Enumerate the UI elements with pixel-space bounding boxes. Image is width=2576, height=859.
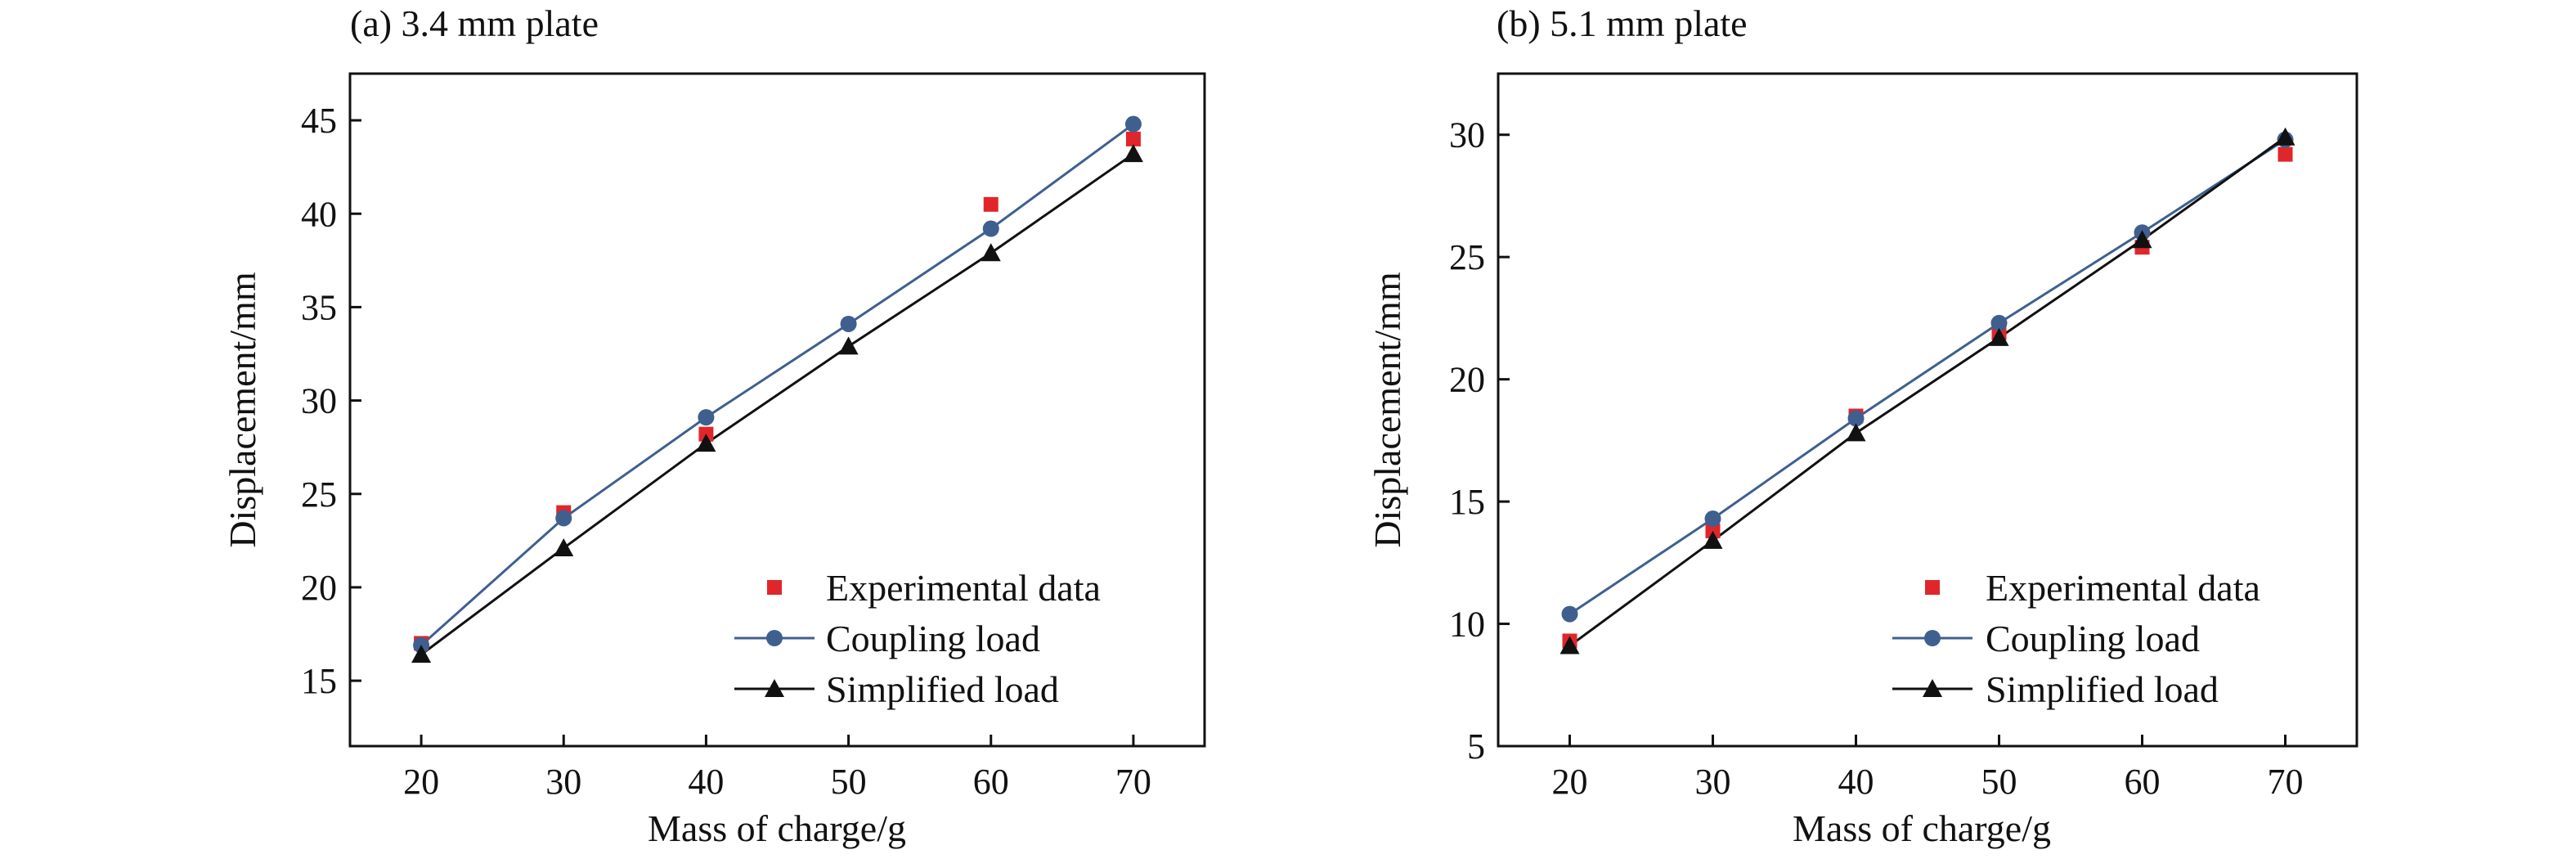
panel-a-coupling-point — [698, 409, 715, 426]
panel-b-xlabel: Mass of charge/g — [1793, 807, 2051, 849]
x-tick-label: 20 — [1552, 762, 1588, 802]
y-tick-label: 15 — [301, 661, 337, 701]
panel-a-simplified-line — [420, 152, 1134, 656]
y-tick-label: 30 — [1449, 115, 1485, 155]
panel-a-coupling-point — [840, 315, 857, 332]
panel-a-plot-frame — [348, 72, 1206, 748]
panel-b-simplified-point — [1703, 530, 1723, 549]
y-tick-label: 25 — [1449, 237, 1485, 277]
legend-a-simplified-marker — [765, 679, 784, 697]
panel-b-simplified-point — [2275, 127, 2296, 146]
panel-a-marks — [411, 115, 1143, 663]
panel-b-coupling-point — [1847, 410, 1865, 427]
panel-b-simplified-point — [1560, 636, 1580, 654]
panel-a-coupling-point — [555, 510, 572, 527]
x-tick-label: 40 — [688, 762, 724, 802]
panel-a-simplified-point — [1123, 144, 1143, 163]
panel-a-coupling-point — [982, 220, 999, 237]
panel-a-legend: Experimental data Coupling load Simplifi… — [734, 567, 1101, 710]
x-tick-label: 50 — [831, 762, 867, 802]
x-tick-label: 30 — [1695, 762, 1731, 802]
panel-a-experimental-point — [983, 196, 999, 212]
x-tick-label: 20 — [403, 762, 439, 802]
panel-b-title: (b) 5.1 mm plate — [1497, 2, 1748, 44]
panel-b-plot-frame — [1497, 72, 2358, 748]
x-tick-label: 30 — [545, 762, 581, 802]
y-tick-label: 45 — [301, 101, 337, 141]
panel-a-ticks: 20 30 40 50 60 70 15 20 25 30 35 40 45 — [301, 101, 1151, 802]
panel-a-simplified-point — [696, 434, 716, 452]
panel-a-experimental-point — [1125, 131, 1141, 146]
x-tick-label: 50 — [1981, 762, 2017, 802]
y-tick-label: 15 — [1449, 482, 1485, 522]
panel-a-coupling-line — [420, 123, 1134, 646]
x-tick-label: 70 — [1115, 762, 1151, 802]
panel-b-ticks: 20 30 40 50 60 70 5 10 15 20 25 30 — [1449, 115, 2304, 802]
y-tick-label: 25 — [301, 474, 337, 515]
x-tick-label: 60 — [2125, 762, 2161, 802]
panel-a-simplified-point — [981, 243, 1001, 262]
x-tick-label: 60 — [973, 762, 1009, 802]
x-tick-label: 40 — [1838, 762, 1874, 802]
panel-b-coupling-point — [1704, 510, 1721, 528]
legend-b-simplified-label: Simplified load — [1986, 668, 2219, 710]
panel-b-ylabel: Displacement/mm — [1367, 272, 1408, 547]
panel-b-simplified-line — [1568, 136, 2287, 647]
panel-b-coupling-point — [1990, 314, 2008, 331]
panel-b-simplified-point — [2132, 230, 2152, 249]
panel-b-marks — [1560, 127, 2296, 654]
y-tick-label: 35 — [301, 287, 337, 327]
legend-a-experimental-symbol — [767, 580, 782, 595]
panel-a-simplified-point — [554, 537, 574, 556]
panel-a-simplified-point — [411, 645, 432, 663]
panel-b-legend: Experimental data Coupling load Simplifi… — [1892, 567, 2260, 710]
legend-b-coupling-label: Coupling load — [1986, 618, 2200, 659]
y-tick-label: 5 — [1467, 726, 1485, 767]
y-tick-label: 30 — [301, 381, 337, 421]
legend-b-simplified-marker — [1923, 679, 1942, 697]
panel-b-simplified-point — [1846, 423, 1866, 442]
legend-a-experimental-label: Experimental data — [826, 567, 1101, 609]
panel-b-coupling-point — [1561, 605, 1578, 623]
y-tick-label: 10 — [1449, 605, 1485, 645]
panel-b-simplified-point — [1989, 327, 2009, 346]
panel-a-coupling-point — [1124, 115, 1142, 133]
legend-a-coupling-label: Coupling load — [826, 618, 1040, 659]
panel-b: (b) 5.1 mm plate Mass of charge/g Displa… — [1367, 2, 2358, 849]
y-tick-label: 20 — [1449, 360, 1485, 400]
legend-b-coupling-marker — [1924, 630, 1941, 646]
x-tick-label: 70 — [2268, 762, 2304, 802]
y-tick-label: 20 — [301, 568, 337, 608]
legend-b-experimental-label: Experimental data — [1986, 567, 2260, 609]
panel-b-experimental-point — [2278, 146, 2293, 162]
panel-a-ylabel: Displacement/mm — [222, 272, 263, 547]
panel-a: (a) 3.4 mm plate Mass of charge/g Displa… — [222, 2, 1206, 849]
legend-b-experimental-symbol — [1925, 580, 1940, 595]
panel-a-simplified-point — [838, 336, 859, 355]
y-tick-label: 40 — [301, 194, 337, 234]
panel-a-title: (a) 3.4 mm plate — [350, 2, 599, 44]
panel-b-coupling-line — [1568, 138, 2287, 615]
legend-a-coupling-marker — [766, 630, 783, 646]
panel-a-xlabel: Mass of charge/g — [648, 807, 906, 849]
legend-a-simplified-label: Simplified load — [826, 668, 1059, 710]
